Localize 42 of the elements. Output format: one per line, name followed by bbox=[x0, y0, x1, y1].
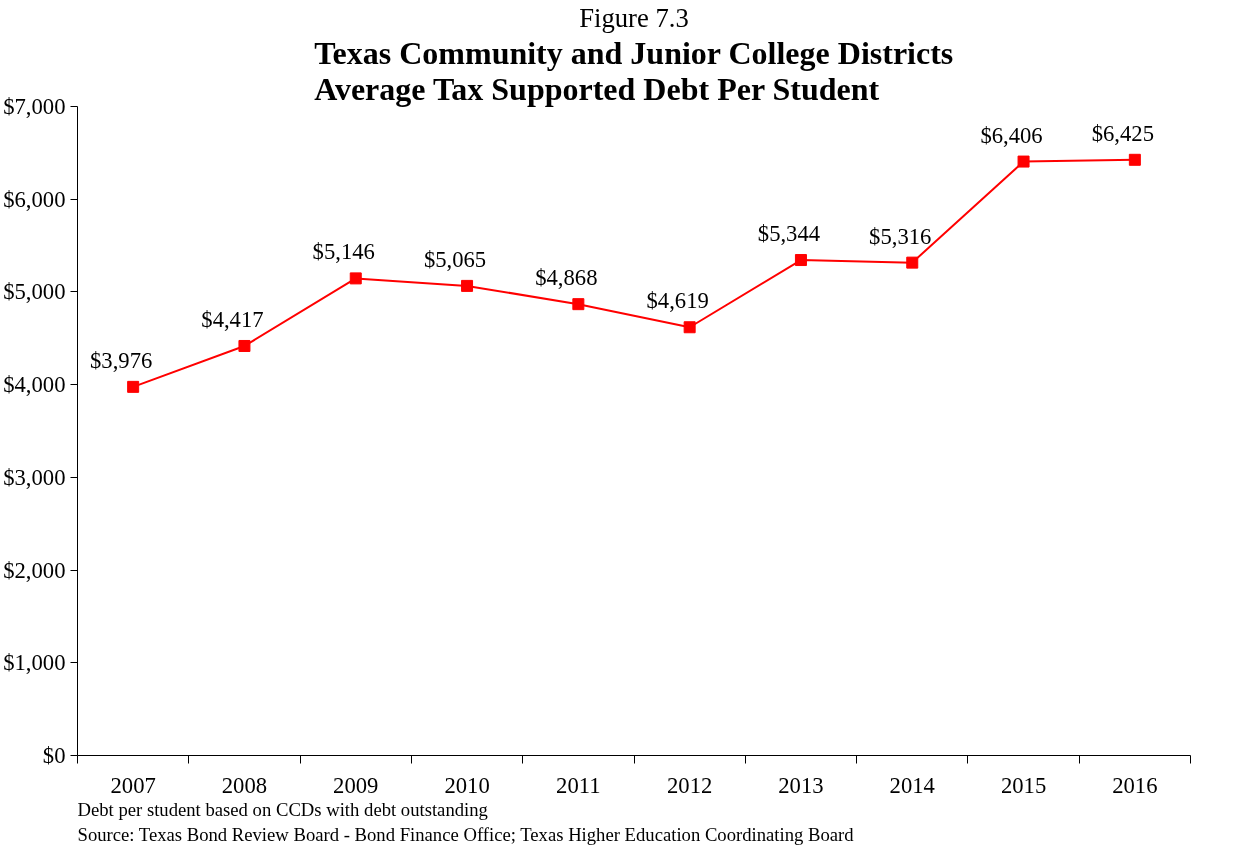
point bbox=[349, 272, 362, 285]
x-tick-label: 2012 bbox=[666, 772, 713, 798]
point bbox=[461, 279, 474, 292]
point bbox=[1128, 153, 1141, 166]
y-tick-label: $7,000 bbox=[3, 94, 66, 119]
x-tick-label: 2007 bbox=[110, 772, 156, 798]
y-tick-label: $5,000 bbox=[3, 279, 66, 305]
data-label: $5,065 bbox=[423, 246, 487, 272]
point bbox=[572, 298, 585, 311]
text: Debt per student based on CCDs with debt outstanding bbox=[77, 798, 488, 820]
x-tick-label: 2011 bbox=[556, 772, 601, 798]
data-label: $5,146 bbox=[312, 239, 375, 265]
data-label: $4,619 bbox=[646, 288, 709, 314]
data-label: $6,406 bbox=[980, 122, 1043, 148]
chart-title: Figure 7.3 bbox=[579, 2, 689, 33]
point bbox=[906, 256, 919, 269]
data-label: $4,868 bbox=[535, 265, 598, 291]
point bbox=[238, 339, 251, 352]
x-tick-label: 2014 bbox=[889, 772, 935, 798]
point bbox=[794, 254, 807, 267]
y-tick-label: $3,000 bbox=[3, 464, 66, 490]
x-tick-label: 2013 bbox=[778, 772, 824, 798]
data-label: $4,417 bbox=[201, 306, 264, 332]
data-label: $5,316 bbox=[869, 223, 932, 249]
y-tick-label: $2,000 bbox=[3, 557, 66, 583]
x-tick-label: 2008 bbox=[221, 772, 268, 798]
point bbox=[1017, 155, 1030, 168]
data-label: $6,425 bbox=[1091, 120, 1155, 146]
point bbox=[683, 321, 696, 334]
x-tick-label: 2016 bbox=[1112, 772, 1158, 798]
data-label: $3,976 bbox=[90, 347, 153, 373]
x-tick-label: 2015 bbox=[1000, 772, 1047, 798]
x-tick-label: 2010 bbox=[444, 772, 490, 798]
x-tick-label: 2009 bbox=[333, 772, 379, 798]
y-tick-label: $4,000 bbox=[3, 372, 66, 398]
y-tick-label: $6,000 bbox=[3, 186, 66, 212]
y-tick-label: $1,000 bbox=[3, 650, 66, 676]
data-label: $5,344 bbox=[757, 221, 821, 247]
y-tick-label: $0 bbox=[42, 743, 66, 768]
point bbox=[127, 380, 140, 393]
chart-subtitle: Texas Community and Junior College Districts Average Tax Supported Debt Per Student bbox=[314, 34, 954, 107]
source-note: Source: Texas Bond Review Board - Bond Finance Office; Texas Higher Education Coordinating Board bbox=[77, 823, 855, 845]
